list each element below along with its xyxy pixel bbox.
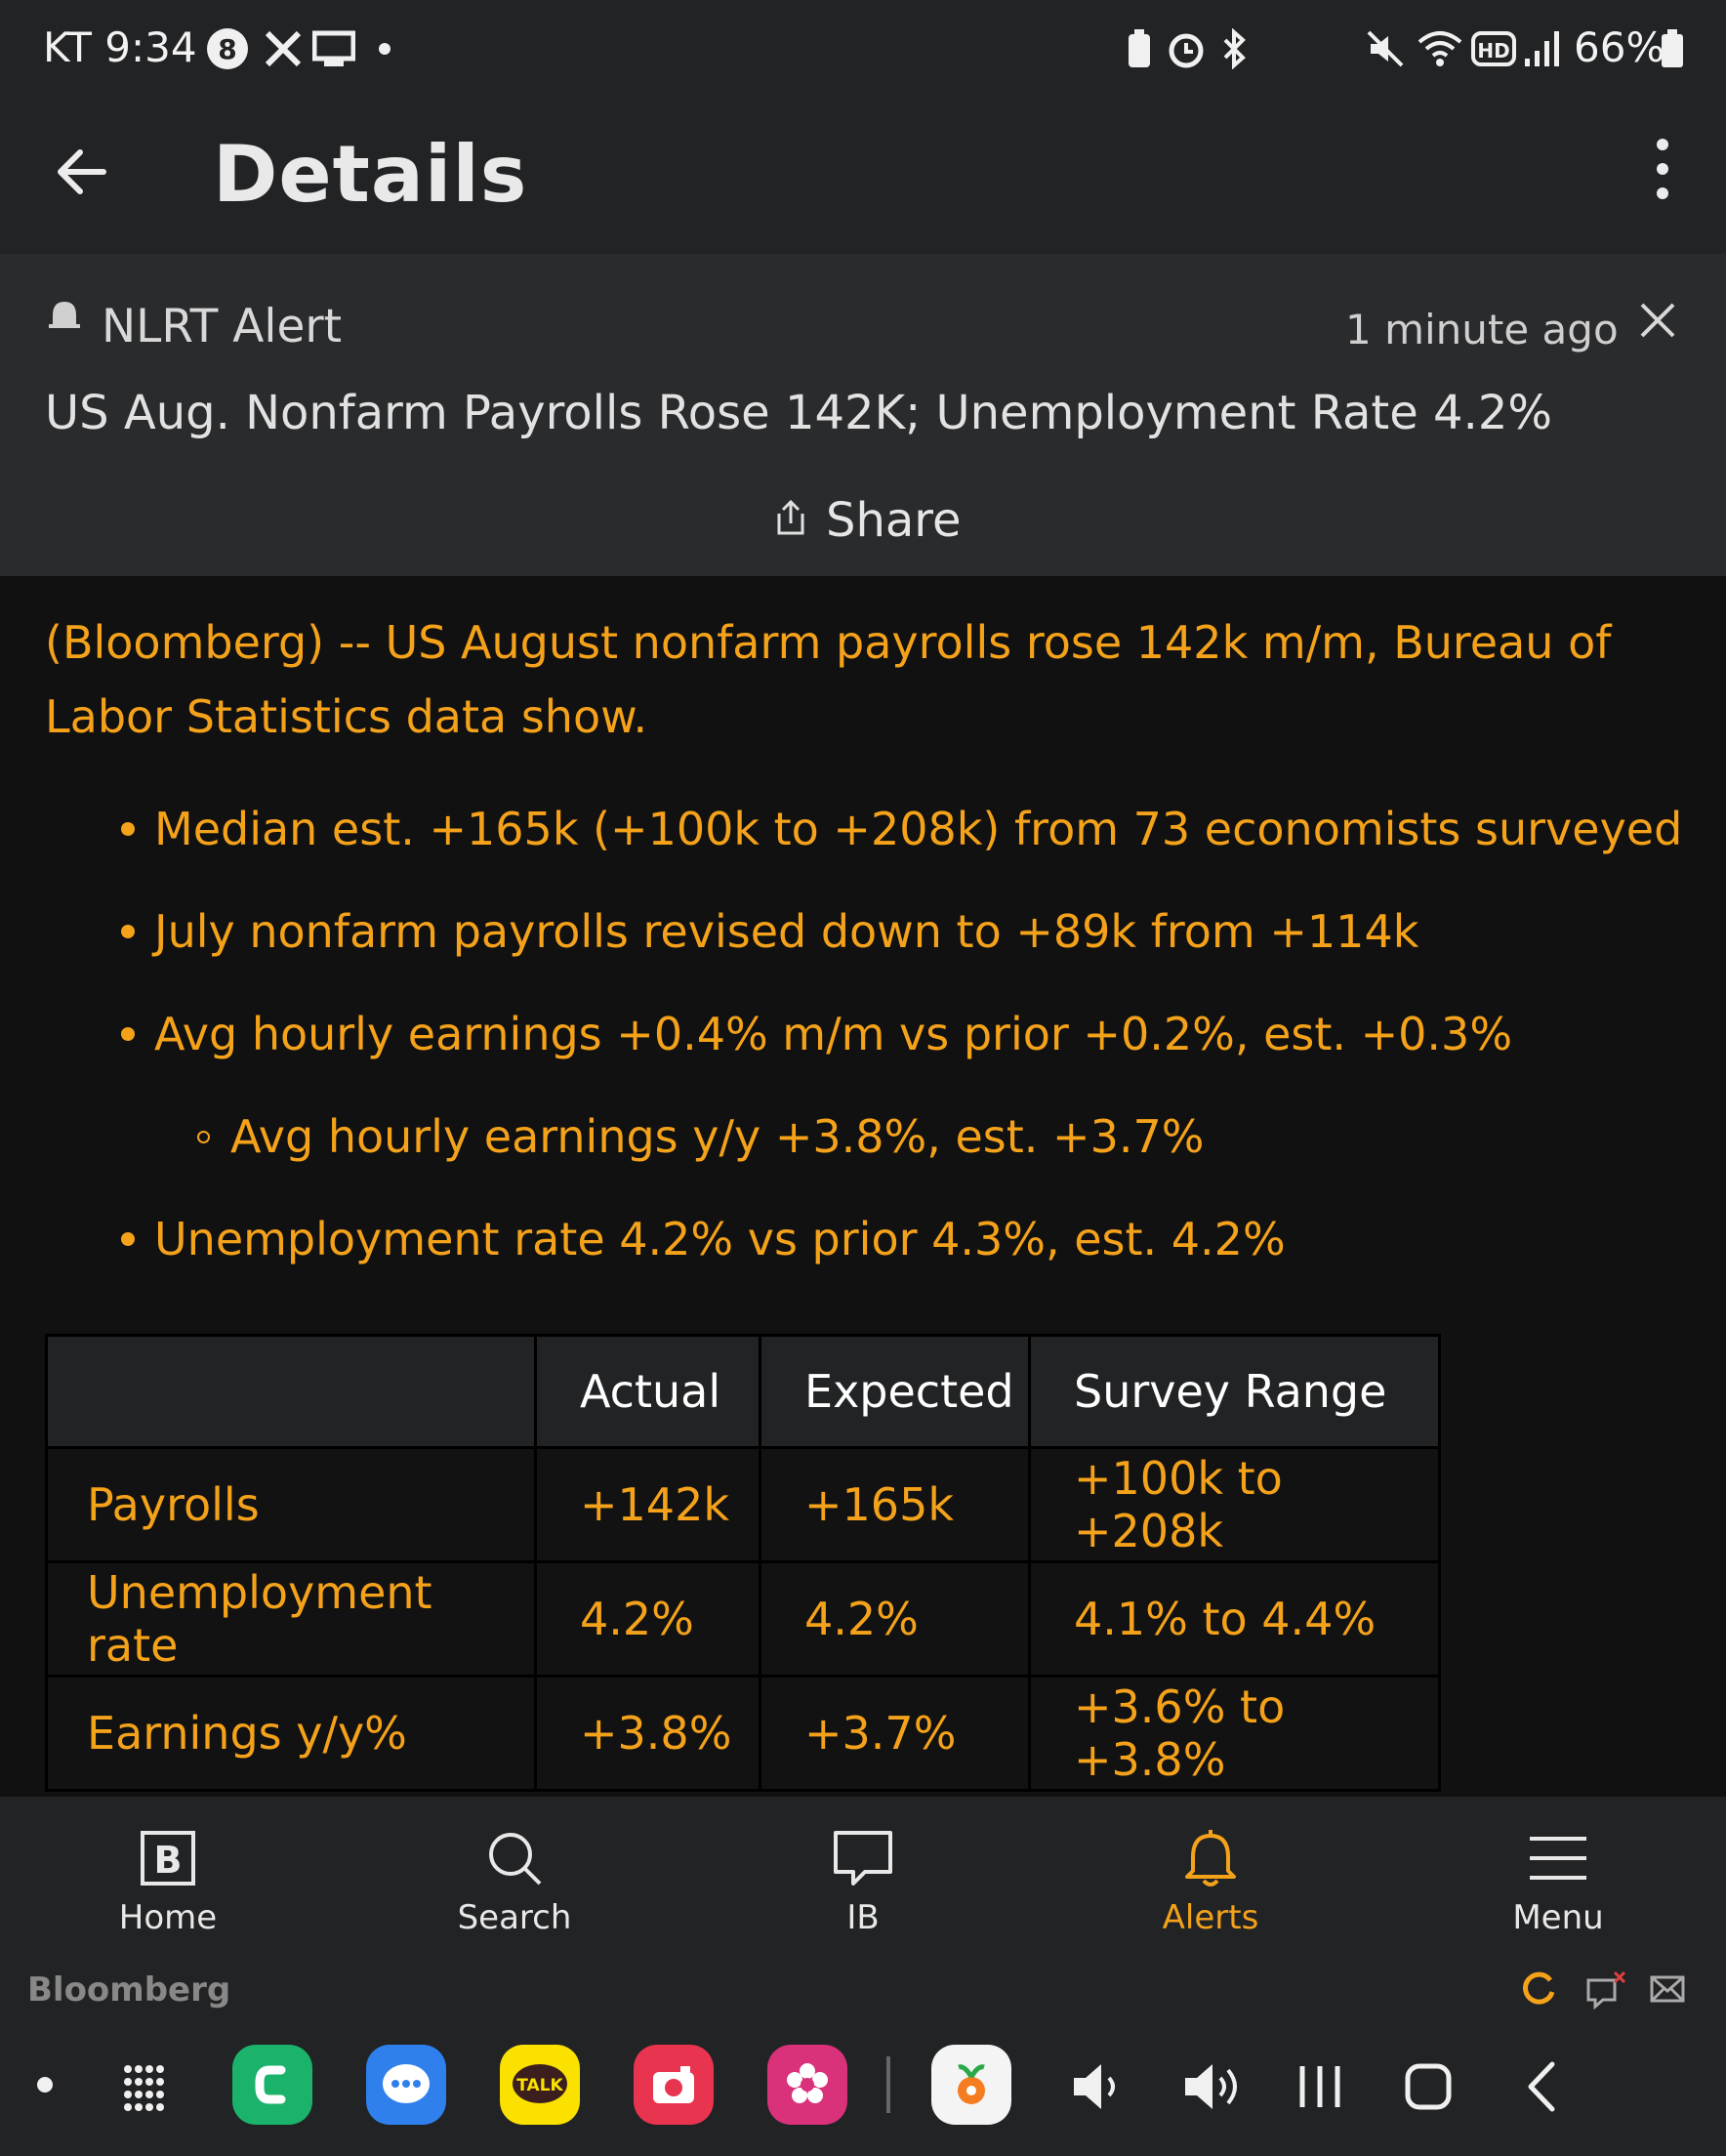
messages-app-icon[interactable] (366, 2045, 446, 2125)
cell-survey-range: +100k to +208k (1028, 1446, 1441, 1563)
chat-error-icon[interactable] (1585, 1970, 1626, 2011)
svg-text:8: 8 (218, 33, 236, 65)
story-lede: (Bloomberg) -- US August nonfarm payroll… (45, 616, 1612, 743)
cell-actual: +142k (534, 1446, 761, 1563)
share-icon[interactable] (773, 498, 808, 537)
nav-search-label: Search (457, 1898, 572, 1937)
nav-menu-label: Menu (1512, 1898, 1604, 1937)
nav-home-label: Home (118, 1898, 218, 1937)
bullet-dot (121, 1027, 135, 1041)
nav-ib-label: IB (846, 1898, 880, 1937)
bullet-dot (121, 1232, 135, 1246)
bullet-dot (121, 822, 135, 836)
bullet-item: July nonfarm payrolls revised down to +8… (154, 905, 1419, 958)
taskbar-dot (37, 2077, 53, 2093)
bullet-item: Median est. +165k (+100k to +208k) from … (154, 803, 1683, 855)
share-button[interactable]: Share (826, 493, 962, 548)
app-drawer-icon[interactable] (121, 2062, 170, 2111)
page-title: Details (213, 129, 528, 220)
system-back-icon[interactable] (1523, 2060, 1562, 2113)
app-header (0, 103, 1726, 254)
close-icon[interactable] (1638, 301, 1677, 340)
row-label: Unemployment rate (45, 1560, 537, 1678)
x-icon (260, 25, 307, 72)
status-carrier-time: KT 9:34 (43, 23, 197, 71)
alert-timestamp: 1 minute ago (1345, 306, 1619, 353)
wifi-icon (1414, 25, 1466, 72)
svg-text:B: B (154, 1839, 183, 1882)
svg-text:HD: HD (1477, 39, 1509, 62)
recent-apps-icon[interactable] (1296, 2062, 1343, 2111)
bloomberg-logo: Bloomberg (27, 1970, 231, 2010)
bullet-dot (121, 925, 135, 938)
cell-expected: 4.2% (759, 1560, 1031, 1678)
table-row: Earnings y/y% +3.8% +3.7% +3.6% to +3.8% (45, 1675, 1441, 1792)
cell-expected: +3.7% (759, 1675, 1031, 1792)
signal-icon (1521, 25, 1564, 72)
column-header (45, 1334, 537, 1449)
column-header-survey-range: Survey Range (1028, 1334, 1441, 1449)
alert-headline: US Aug. Nonfarm Payrolls Rose 142K; Unem… (45, 386, 1552, 440)
battery-percent: 66% (1574, 23, 1665, 71)
loading-spinner-icon (1521, 1970, 1556, 2010)
flower-app-icon[interactable] (767, 2045, 847, 2125)
sub-bullet-ring (197, 1131, 210, 1143)
table-header-row: Actual Expected Survey Range (45, 1334, 1441, 1449)
row-label: Earnings y/y% (45, 1675, 537, 1792)
alert-card (0, 254, 1726, 576)
row-label: Payrolls (45, 1446, 537, 1563)
nav-home[interactable]: B Home (70, 1824, 266, 1937)
bullet-item: Unemployment rate 4.2% vs prior 4.3%, es… (154, 1213, 1286, 1265)
home-button-icon[interactable] (1404, 2062, 1453, 2111)
mute-icon (1363, 25, 1408, 72)
nav-menu[interactable]: Menu (1460, 1824, 1656, 1937)
cell-survey-range: +3.6% to +3.8% (1028, 1675, 1441, 1792)
nav-ib[interactable]: IB (765, 1824, 961, 1937)
table-row: Unemployment rate 4.2% 4.2% 4.1% to 4.4% (45, 1560, 1441, 1678)
camera-app-icon[interactable] (634, 2045, 714, 2125)
carrot-app-icon[interactable] (931, 2045, 1011, 2125)
hamburger-menu-icon (1460, 1824, 1656, 1892)
bell-icon (1113, 1824, 1308, 1892)
volume-up-icon[interactable] (1181, 2060, 1246, 2113)
cell-actual: 4.2% (534, 1560, 761, 1678)
dock-divider (886, 2056, 890, 2113)
battery-saver-icon (1123, 25, 1156, 72)
cell-actual: +3.8% (534, 1675, 761, 1792)
cast-icon (310, 25, 357, 72)
chat-bubble-icon (765, 1824, 961, 1892)
b-notification-icon: 8 (203, 25, 252, 72)
mail-icon[interactable] (1650, 1974, 1685, 2004)
kakaotalk-app-icon[interactable]: TALK (500, 2045, 580, 2125)
data-table: Actual Expected Survey Range Payrolls +1… (45, 1334, 1441, 1792)
more-options-icon[interactable] (1646, 137, 1679, 205)
bluetooth-icon (1214, 25, 1253, 72)
nav-alerts[interactable]: Alerts (1113, 1824, 1308, 1937)
search-icon (417, 1824, 612, 1892)
bottom-nav (0, 1797, 1726, 1963)
brand-strip (0, 1963, 1726, 2019)
table-row: Payrolls +142k +165k +100k to +208k (45, 1446, 1441, 1563)
sub-bullet-item: Avg hourly earnings y/y +3.8%, est. +3.7… (230, 1110, 1205, 1163)
cell-expected: +165k (759, 1446, 1031, 1563)
notification-dot (379, 43, 390, 55)
bloomberg-b-icon: B (70, 1824, 266, 1892)
alert-source: NLRT Alert (102, 300, 343, 353)
svg-text:TALK: TALK (516, 2076, 563, 2095)
column-header-actual: Actual (534, 1334, 761, 1449)
battery-icon (1660, 25, 1685, 72)
nav-alerts-label: Alerts (1162, 1898, 1259, 1937)
bullet-item: Avg hourly earnings +0.4% m/m vs prior +… (154, 1008, 1513, 1060)
alarm-icon (1164, 25, 1209, 72)
column-header-expected: Expected (759, 1334, 1031, 1449)
bell-icon (47, 298, 82, 337)
hd-icon: HD (1470, 25, 1517, 72)
back-arrow-icon[interactable] (51, 141, 113, 203)
phone-app-icon[interactable] (232, 2045, 312, 2125)
volume-down-icon[interactable] (1070, 2060, 1125, 2113)
nav-search[interactable]: Search (417, 1824, 612, 1937)
cell-survey-range: 4.1% to 4.4% (1028, 1560, 1441, 1678)
